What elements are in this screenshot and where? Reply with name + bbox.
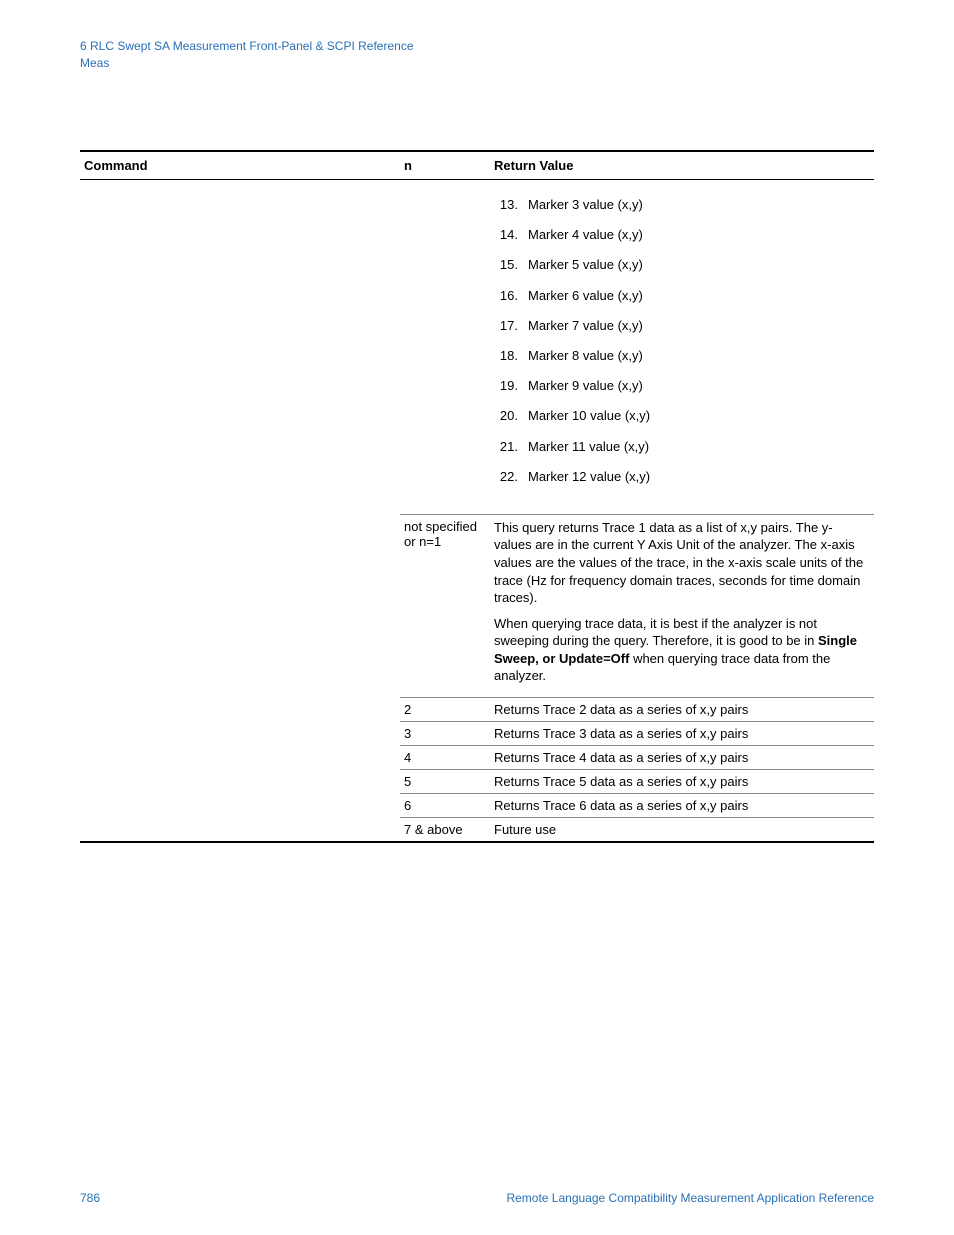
n-cell: 4 <box>400 745 490 769</box>
return-cell: Returns Trace 2 data as a series of x,y … <box>490 697 874 721</box>
marker-text: Marker 9 value (x,y) <box>528 377 870 395</box>
marker-list: 13.Marker 3 value (x,y) 14.Marker 4 valu… <box>494 184 870 510</box>
para2-pre: When querying trace data, it is best if … <box>494 616 818 649</box>
reference-table: Command n Return Value 13.Marker 3 value… <box>80 150 874 843</box>
marker-text: Marker 12 value (x,y) <box>528 468 870 486</box>
return-cell: Returns Trace 6 data as a series of x,y … <box>490 793 874 817</box>
marker-num: 17. <box>494 317 528 335</box>
page-header: 6 RLC Swept SA Measurement Front-Panel &… <box>80 38 414 72</box>
n-cell: 7 & above <box>400 817 490 842</box>
header-chapter: 6 RLC Swept SA Measurement Front-Panel &… <box>80 38 414 55</box>
marker-num: 13. <box>494 196 528 214</box>
return-cell: Returns Trace 5 data as a series of x,y … <box>490 769 874 793</box>
table-row: 4Returns Trace 4 data as a series of x,y… <box>80 745 874 769</box>
n-cell: 6 <box>400 793 490 817</box>
marker-item: 13.Marker 3 value (x,y) <box>494 190 870 220</box>
col-header-return: Return Value <box>490 151 874 180</box>
marker-num: 21. <box>494 438 528 456</box>
marker-text: Marker 7 value (x,y) <box>528 317 870 335</box>
n-cell: 2 <box>400 697 490 721</box>
future-row: 7 & aboveFuture use <box>80 817 874 842</box>
col-header-n: n <box>400 151 490 180</box>
marker-num: 14. <box>494 226 528 244</box>
marker-num: 19. <box>494 377 528 395</box>
not-specified-row: not specified or n=1 This query returns … <box>80 514 874 697</box>
marker-text: Marker 6 value (x,y) <box>528 287 870 305</box>
marker-text: Marker 10 value (x,y) <box>528 407 870 425</box>
marker-item: 21.Marker 11 value (x,y) <box>494 432 870 462</box>
table-row: 6Returns Trace 6 data as a series of x,y… <box>80 793 874 817</box>
n-cell: 3 <box>400 721 490 745</box>
marker-num: 22. <box>494 468 528 486</box>
return-para-2: When querying trace data, it is best if … <box>494 615 870 685</box>
return-cell: Returns Trace 4 data as a series of x,y … <box>490 745 874 769</box>
table-row: 2Returns Trace 2 data as a series of x,y… <box>80 697 874 721</box>
marker-item: 17.Marker 7 value (x,y) <box>494 311 870 341</box>
marker-item: 20.Marker 10 value (x,y) <box>494 401 870 431</box>
marker-text: Marker 5 value (x,y) <box>528 256 870 274</box>
marker-text: Marker 8 value (x,y) <box>528 347 870 365</box>
table-row: 5Returns Trace 5 data as a series of x,y… <box>80 769 874 793</box>
marker-num: 15. <box>494 256 528 274</box>
marker-text: Marker 3 value (x,y) <box>528 196 870 214</box>
header-subsection: Meas <box>80 55 414 72</box>
marker-item: 19.Marker 9 value (x,y) <box>494 371 870 401</box>
footer-title: Remote Language Compatibility Measuremen… <box>506 1191 874 1205</box>
marker-num: 16. <box>494 287 528 305</box>
marker-item: 15.Marker 5 value (x,y) <box>494 250 870 280</box>
marker-item: 22.Marker 12 value (x,y) <box>494 462 870 492</box>
col-header-command: Command <box>80 151 400 180</box>
page-footer: 786 Remote Language Compatibility Measur… <box>80 1191 874 1205</box>
marker-item: 14.Marker 4 value (x,y) <box>494 220 870 250</box>
marker-item: 18.Marker 8 value (x,y) <box>494 341 870 371</box>
marker-num: 18. <box>494 347 528 365</box>
return-cell: Future use <box>490 817 874 842</box>
table-row: 3Returns Trace 3 data as a series of x,y… <box>80 721 874 745</box>
marker-text: Marker 4 value (x,y) <box>528 226 870 244</box>
marker-num: 20. <box>494 407 528 425</box>
marker-continuation-row: 13.Marker 3 value (x,y) 14.Marker 4 valu… <box>80 180 874 515</box>
content-area: Command n Return Value 13.Marker 3 value… <box>80 150 874 843</box>
n-cell: not specified or n=1 <box>400 514 490 697</box>
return-cell: Returns Trace 3 data as a series of x,y … <box>490 721 874 745</box>
page-number: 786 <box>80 1191 100 1205</box>
marker-item: 16.Marker 6 value (x,y) <box>494 281 870 311</box>
return-para-1: This query returns Trace 1 data as a lis… <box>494 519 870 607</box>
n-cell: 5 <box>400 769 490 793</box>
marker-text: Marker 11 value (x,y) <box>528 438 870 456</box>
